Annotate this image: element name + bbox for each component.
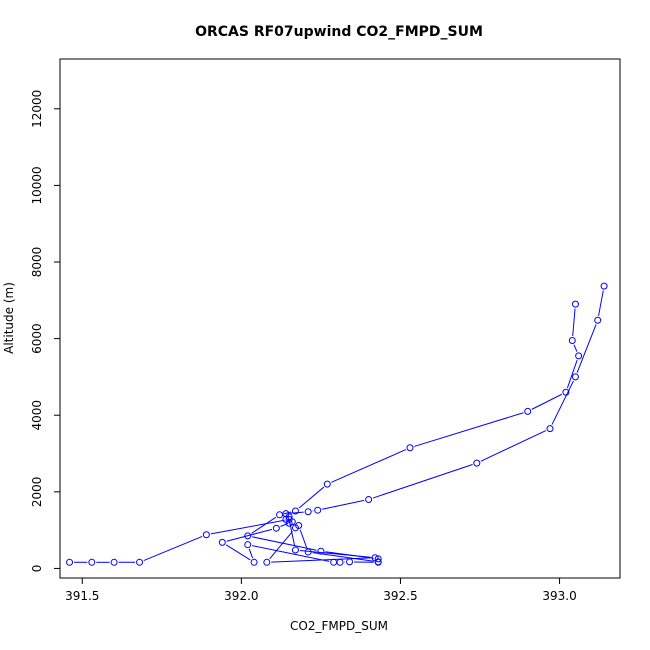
data-point: [374, 555, 382, 563]
y-tick-label: 4000: [30, 400, 44, 431]
series-layer: [66, 282, 608, 566]
series-segment: [299, 529, 308, 548]
y-tick-label: 0: [30, 565, 44, 573]
series-segment: [551, 380, 574, 425]
y-tick-label: 8000: [30, 247, 44, 278]
data-point: [571, 373, 579, 381]
y-tick-label: 10000: [30, 166, 44, 204]
series-segment: [572, 308, 576, 337]
chart-title: ORCAS RF07upwind CO2_FMPD_SUM: [195, 24, 483, 40]
series-segment: [290, 511, 304, 514]
series-segment: [312, 552, 374, 562]
series-segment: [480, 430, 547, 462]
data-point: [218, 538, 226, 546]
data-point: [66, 558, 74, 566]
data-point: [304, 508, 312, 516]
series-segment: [372, 464, 473, 499]
data-point: [272, 524, 280, 532]
data-point: [285, 519, 293, 527]
series-segment: [248, 548, 254, 559]
series-segment: [331, 449, 407, 483]
series-segment: [226, 528, 273, 542]
data-point: [314, 506, 322, 514]
data-point: [304, 548, 312, 556]
data-point: [110, 558, 118, 566]
series-segment: [566, 359, 578, 389]
data-point: [282, 510, 290, 518]
data-point: [276, 511, 284, 519]
data-point: [594, 316, 602, 324]
data-point: [562, 388, 570, 396]
data-point: [291, 507, 299, 515]
series-segment: [289, 523, 296, 546]
series-segment: [576, 324, 597, 373]
y-tick-label: 6000: [30, 323, 44, 354]
data-point: [244, 532, 252, 540]
series-segment: [269, 530, 293, 560]
y-axis-label: Altitude (m): [2, 282, 16, 354]
series-segment: [252, 536, 317, 551]
y-tick-label: 2000: [30, 477, 44, 508]
series-segment: [252, 545, 330, 562]
x-tick-label: 392.0: [224, 589, 258, 603]
series-segment: [531, 393, 563, 410]
x-axis: 391.5 392.0 392.5 393.0: [65, 578, 577, 603]
data-point: [323, 480, 331, 488]
series-segment: [299, 549, 371, 558]
series-segment: [210, 519, 285, 535]
data-point: [263, 558, 271, 566]
data-point: [250, 558, 258, 566]
series-segment: [598, 290, 604, 316]
data-point: [575, 352, 583, 360]
series-segment: [251, 516, 277, 534]
series-segment: [573, 344, 578, 352]
series-segment: [280, 522, 289, 527]
data-point: [473, 459, 481, 467]
x-tick-label: 392.5: [383, 589, 417, 603]
plot-frame: [59, 58, 621, 579]
series-segment: [298, 486, 325, 509]
series-segment: [225, 544, 251, 561]
data-point: [374, 558, 382, 566]
data-point: [88, 558, 96, 566]
series-segment: [143, 535, 203, 562]
data-point: [571, 300, 579, 308]
x-axis-label: CO2_FMPD_SUM: [290, 619, 388, 633]
y-tick-label: 12000: [30, 90, 44, 128]
data-point: [291, 546, 299, 554]
series-segment: [283, 511, 292, 515]
data-point: [546, 425, 554, 433]
data-point: [295, 522, 303, 530]
data-point: [600, 282, 608, 290]
series-segment: [414, 412, 524, 447]
data-point: [285, 515, 293, 523]
x-tick-label: 391.5: [65, 589, 99, 603]
data-point: [406, 444, 414, 452]
data-point: [524, 407, 532, 415]
data-point: [136, 558, 144, 566]
y-axis: 0 2000 4000 6000 8000 10000 12000: [30, 90, 60, 573]
data-point: [202, 531, 210, 539]
data-point: [244, 541, 252, 549]
data-point: [568, 337, 576, 345]
data-point: [365, 495, 373, 503]
x-tick-label: 393.0: [542, 589, 576, 603]
series-2: [66, 515, 382, 566]
series-segment: [322, 499, 365, 510]
